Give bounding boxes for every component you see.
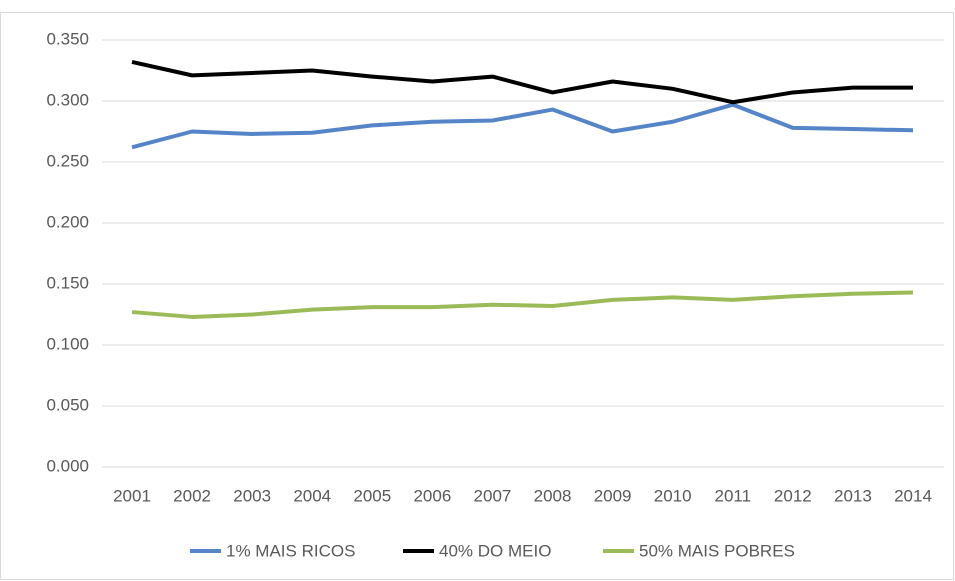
x-tick-label: 2007	[474, 486, 512, 505]
series-line	[131, 102, 914, 150]
series-line	[131, 290, 914, 319]
y-tick-label: 0.200	[46, 212, 89, 231]
x-tick-label: 2006	[413, 486, 451, 505]
x-tick-label: 2012	[774, 486, 812, 505]
x-tick-label: 2013	[834, 486, 872, 505]
x-tick-label: 2010	[654, 486, 692, 505]
x-tick-label: 2014	[894, 486, 932, 505]
x-tick-label: 2011	[714, 486, 751, 505]
y-tick-label: 0.100	[46, 334, 89, 353]
y-tick-label: 0.050	[46, 395, 89, 414]
legend-label: 50% MAIS POBRES	[639, 541, 795, 560]
y-tick-label: 0.350	[46, 29, 89, 48]
y-tick-label: 0.300	[46, 90, 89, 109]
y-tick-label: 0.000	[46, 456, 89, 475]
legend-label: 40% DO MEIO	[439, 541, 551, 560]
x-tick-label: 2001	[113, 486, 151, 505]
legend-label: 1% MAIS RICOS	[226, 541, 355, 560]
x-tick-label: 2002	[173, 486, 211, 505]
y-tick-label: 0.250	[46, 151, 89, 170]
x-tick-label: 2003	[233, 486, 271, 505]
series-line	[131, 60, 913, 105]
y-tick-label: 0.150	[46, 273, 89, 292]
x-tick-label: 2005	[353, 486, 391, 505]
x-tick-label: 2008	[534, 486, 572, 505]
x-tick-label: 2004	[293, 486, 331, 505]
x-tick-label: 2009	[594, 486, 632, 505]
